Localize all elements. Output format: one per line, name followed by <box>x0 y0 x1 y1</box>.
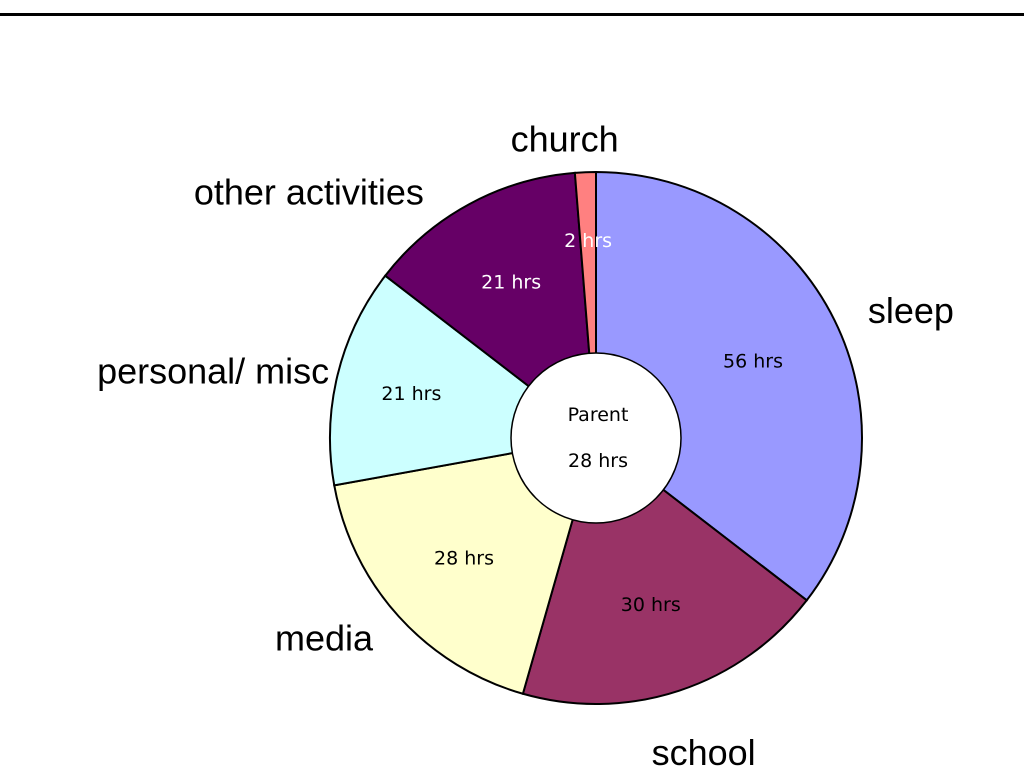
category-label-sleep: sleep <box>868 290 954 331</box>
value-label-school: 30 hrs <box>621 594 681 616</box>
value-label-media: 28 hrs <box>434 547 494 569</box>
center-label-title: Parent <box>568 404 629 426</box>
value-label-other-activities: 21 hrs <box>481 272 541 294</box>
top-rule <box>0 13 1024 16</box>
category-label-media: media <box>275 618 374 659</box>
category-label-school: school <box>652 732 756 768</box>
category-label-personal-misc: personal/ misc <box>97 350 329 391</box>
slice-media <box>333 436 598 695</box>
category-label-other-activities: other activities <box>194 171 424 212</box>
category-label-church: church <box>511 119 619 160</box>
value-labels: 56 hrs 30 hrs 28 hrs 21 hrs 21 hrs 2 hrs <box>381 230 783 616</box>
slice-sleep <box>595 170 863 602</box>
center-label-value: 28 hrs <box>568 450 628 472</box>
value-label-church: 2 hrs <box>564 230 612 252</box>
category-labels: sleep school media personal/ misc other acti… <box>97 119 954 768</box>
value-label-personal-misc: 21 hrs <box>381 383 441 405</box>
value-label-sleep: 56 hrs <box>723 351 783 373</box>
center-hole <box>510 352 682 524</box>
